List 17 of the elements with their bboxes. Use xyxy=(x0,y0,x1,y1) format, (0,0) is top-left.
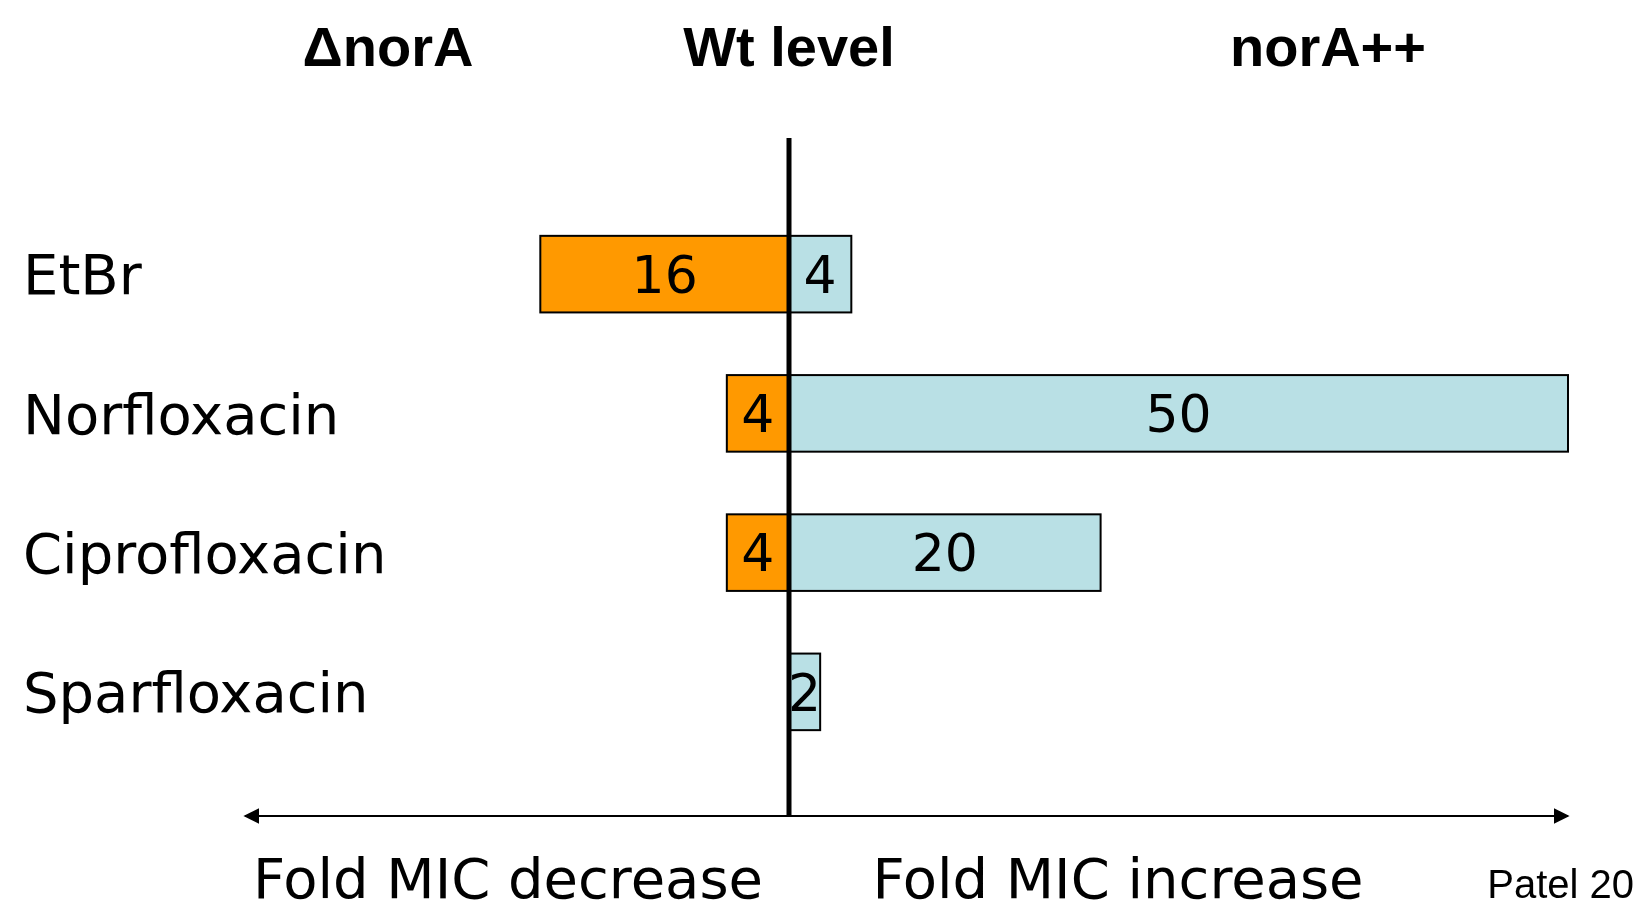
y-tick-label: Ciprofloxacin xyxy=(23,520,387,586)
data-label: 4 xyxy=(803,244,837,305)
data-label: 50 xyxy=(1145,384,1212,445)
y-tick-label: Sparfloxacin xyxy=(23,660,369,726)
text: norA++ xyxy=(1229,15,1427,78)
data-label: 16 xyxy=(631,244,698,305)
ref-line-label: Wt level xyxy=(683,15,895,78)
data-label: 2 xyxy=(788,662,822,723)
y-tick-label: EtBr xyxy=(23,242,143,308)
text: Patel 20 xyxy=(1487,862,1634,906)
data-label: 4 xyxy=(741,523,775,584)
data-label: 20 xyxy=(911,523,978,584)
text: ΔnorA xyxy=(302,15,474,78)
text: Fold MIC decrease xyxy=(252,846,764,911)
y-tick-label: Norfloxacin xyxy=(23,381,340,447)
data-label: 4 xyxy=(741,384,775,445)
text: Fold MIC increase xyxy=(872,846,1364,911)
